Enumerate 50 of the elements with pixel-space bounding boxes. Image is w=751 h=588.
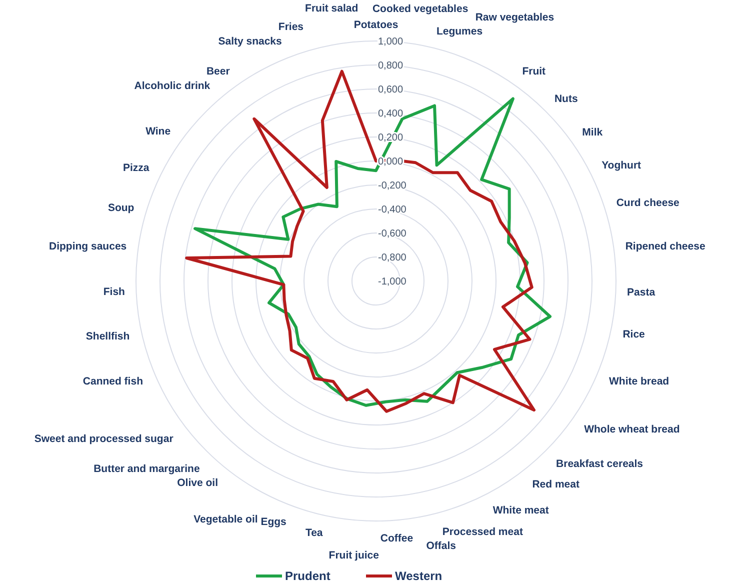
y-tick-label: 0,400 <box>378 108 404 120</box>
y-tick-label: -0,800 <box>378 252 407 264</box>
spoke-label: Yoghurt <box>602 159 642 172</box>
spoke-label: Red meat <box>532 478 580 491</box>
spoke-label: Fruit salad <box>305 2 358 14</box>
spoke-label: Butter and margarine <box>94 462 200 475</box>
spoke-label: Rice <box>622 328 646 340</box>
spoke-label: Sweet and processed sugar <box>34 432 174 445</box>
spoke-label: Legumes <box>436 25 483 38</box>
legend-label: Western <box>395 569 442 584</box>
spoke-label: Fruit juice <box>328 549 380 562</box>
spoke-label: Fruit <box>522 66 546 78</box>
spoke-label: Soup <box>108 202 134 214</box>
spoke-label: Raw vegetables <box>475 11 554 24</box>
spoke-label: Beer <box>206 66 230 78</box>
spoke-label: Salty snacks <box>218 36 282 48</box>
spoke-label: White meat <box>492 504 550 517</box>
y-tick-label: 0,800 <box>378 60 404 72</box>
spoke-label: Cooked vegetables <box>372 3 468 15</box>
spoke-label: Whole wheat bread <box>584 423 680 436</box>
y-tick-label: 1,000 <box>378 36 404 48</box>
legend-label: Prudent <box>285 569 330 584</box>
spoke-label: Milk <box>582 126 603 138</box>
spoke-label: Potatoes <box>354 19 398 32</box>
spoke-label: Pasta <box>627 286 656 298</box>
y-tick-label: -0,200 <box>378 180 407 192</box>
spoke-label: Breakfast cereals <box>556 458 644 470</box>
spoke-label: Pizza <box>122 162 150 174</box>
spoke-label: Alcoholic drink <box>134 80 210 92</box>
spoke-label: Nuts <box>554 93 578 106</box>
spoke-label: Canned fish <box>82 375 143 388</box>
spoke-label: Wine <box>146 125 171 138</box>
spoke-label: Processed meat <box>442 526 524 538</box>
spoke-label: Offals <box>426 540 456 552</box>
y-tick-label: -0,400 <box>378 204 407 216</box>
spoke-label: Dipping sauces <box>49 240 127 253</box>
spoke-label: Eggs <box>260 516 287 528</box>
spoke-label: Olive oil <box>177 477 218 490</box>
spoke-label: Coffee <box>380 532 414 545</box>
spoke-label: Fries <box>278 21 304 34</box>
spoke-label: Fish <box>103 286 125 298</box>
spoke-label: Curd cheese <box>616 196 680 209</box>
spoke-label: White bread <box>609 375 670 388</box>
spoke-label: Tea <box>305 526 323 539</box>
y-tick-label: -1,000 <box>378 276 407 288</box>
spoke-label: Ripened cheese <box>625 240 706 253</box>
y-tick-label: -0,600 <box>378 228 407 240</box>
y-tick-label: 0,600 <box>378 84 404 96</box>
spoke-label: Vegetable oil <box>194 513 258 526</box>
spoke-label: Shellfish <box>86 330 130 342</box>
